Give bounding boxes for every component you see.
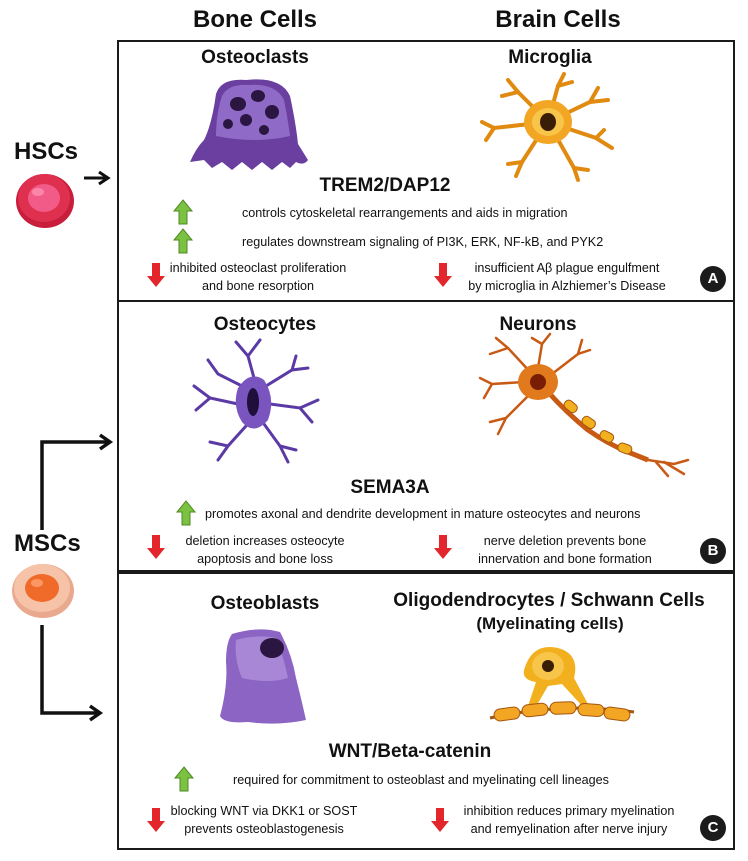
myelinating-cells-subtitle: (Myelinating cells) xyxy=(440,614,660,634)
hsc-arrow-icon xyxy=(82,170,114,186)
neuron-icon xyxy=(478,334,700,480)
osteoclast-icon xyxy=(186,74,316,174)
wnt-down-brain-statement: inhibition reduces primary myelination a… xyxy=(452,802,686,838)
trem2-up-statement-1: controls cytoskeletal rearrangements and… xyxy=(242,204,568,222)
down-arrow-icon xyxy=(146,262,166,288)
msc-label: MSCs xyxy=(14,530,81,558)
trem2-up-statement-2: regulates downstream signaling of PI3K, … xyxy=(242,233,603,251)
panel-c-badge: C xyxy=(700,815,726,841)
trem2-dap12-pathway-label: TREM2/DAP12 xyxy=(250,175,520,197)
wnt-down-bone-statement: blocking WNT via DKK1 or SOST prevents o… xyxy=(167,802,361,838)
msc-cell-icon xyxy=(10,558,76,620)
panel-b-badge: B xyxy=(700,538,726,564)
up-arrow-icon xyxy=(174,766,194,792)
sema3a-pathway-label: SEMA3A xyxy=(300,477,480,499)
brain-cells-header: Brain Cells xyxy=(483,6,633,34)
wnt-up-statement: required for commitment to osteoblast an… xyxy=(233,771,609,789)
panel-a-badge: A xyxy=(700,266,726,292)
down-arrow-icon xyxy=(146,807,166,833)
osteoblasts-title: Osteoblasts xyxy=(195,593,335,615)
osteoblast-icon xyxy=(218,626,314,728)
down-arrow-icon xyxy=(146,534,166,560)
trem2-down-brain-statement: insufficient Aβ plague engulfment by mic… xyxy=(458,259,676,295)
osteocyte-icon xyxy=(188,338,324,464)
sema3a-down-brain-statement: nerve deletion prevents bone innervation… xyxy=(464,532,666,568)
down-arrow-icon xyxy=(433,534,453,560)
down-arrow-icon xyxy=(433,262,453,288)
microglia-title: Microglia xyxy=(480,47,620,69)
down-arrow-icon xyxy=(430,807,450,833)
wnt-beta-catenin-pathway-label: WNT/Beta-catenin xyxy=(270,741,550,763)
hsc-label: HSCs xyxy=(14,138,78,166)
sema3a-up-statement: promotes axonal and dendrite development… xyxy=(205,505,640,523)
neurons-title: Neurons xyxy=(478,314,598,336)
up-arrow-icon xyxy=(173,199,193,225)
up-arrow-icon xyxy=(176,500,196,526)
trem2-down-bone-statement: inhibited osteoclast proliferation and b… xyxy=(168,259,348,295)
up-arrow-icon xyxy=(173,228,193,254)
microglia-icon xyxy=(478,72,618,182)
sema3a-down-bone-statement: deletion increases osteocyte apoptosis a… xyxy=(175,532,355,568)
oligodendrocytes-schwann-title: Oligodendrocytes / Schwann Cells xyxy=(374,590,724,612)
hsc-cell-icon xyxy=(14,168,76,230)
myelinating-cell-icon xyxy=(488,638,636,732)
osteocytes-title: Osteocytes xyxy=(195,314,335,336)
bone-cells-header: Bone Cells xyxy=(185,6,325,34)
osteoclasts-title: Osteoclasts xyxy=(185,47,325,69)
